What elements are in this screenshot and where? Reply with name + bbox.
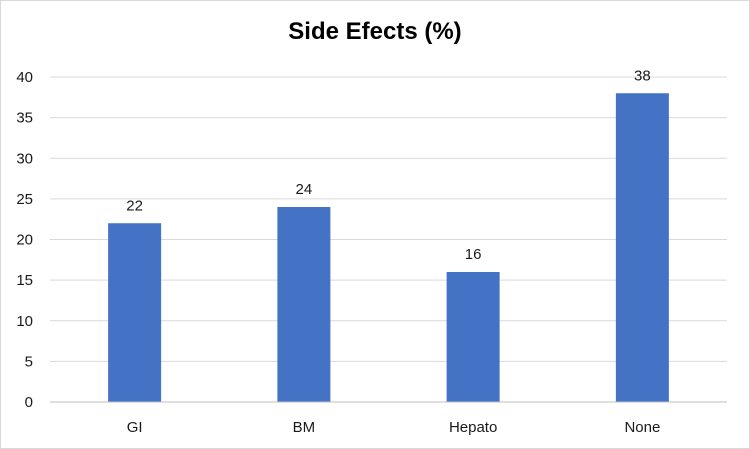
bar-none bbox=[615, 93, 669, 402]
x-axis-ticks: GI BM Hepato None bbox=[50, 401, 727, 436]
y-tick-label: 30 bbox=[16, 150, 33, 167]
data-label: 24 bbox=[296, 181, 313, 198]
data-label: 16 bbox=[465, 246, 482, 263]
y-tick-label: 40 bbox=[16, 69, 33, 86]
bar-gi bbox=[108, 223, 162, 402]
x-tick-label: GI bbox=[127, 419, 143, 436]
gridlines bbox=[50, 76, 727, 403]
y-tick-label: 0 bbox=[25, 394, 33, 411]
data-labels: 22 24 16 38 bbox=[126, 67, 650, 263]
x-tick-label: BM bbox=[293, 419, 316, 436]
y-tick-label: 35 bbox=[16, 110, 33, 127]
y-axis-ticks: 0 5 10 15 20 25 30 35 40 bbox=[16, 69, 33, 411]
y-tick-label: 10 bbox=[16, 313, 33, 330]
bar-hepato bbox=[446, 272, 500, 402]
bar-bm bbox=[277, 207, 331, 402]
y-tick-label: 15 bbox=[16, 272, 33, 289]
x-tick-label: Hepato bbox=[449, 419, 497, 436]
chart-title: Side Efects (%) bbox=[288, 18, 462, 45]
y-tick-label: 20 bbox=[16, 232, 33, 249]
bars bbox=[108, 93, 669, 402]
data-label: 22 bbox=[126, 197, 143, 214]
data-label: 38 bbox=[634, 67, 651, 84]
x-tick-label: None bbox=[624, 419, 660, 436]
y-tick-label: 5 bbox=[25, 353, 33, 370]
y-tick-label: 25 bbox=[16, 191, 33, 208]
